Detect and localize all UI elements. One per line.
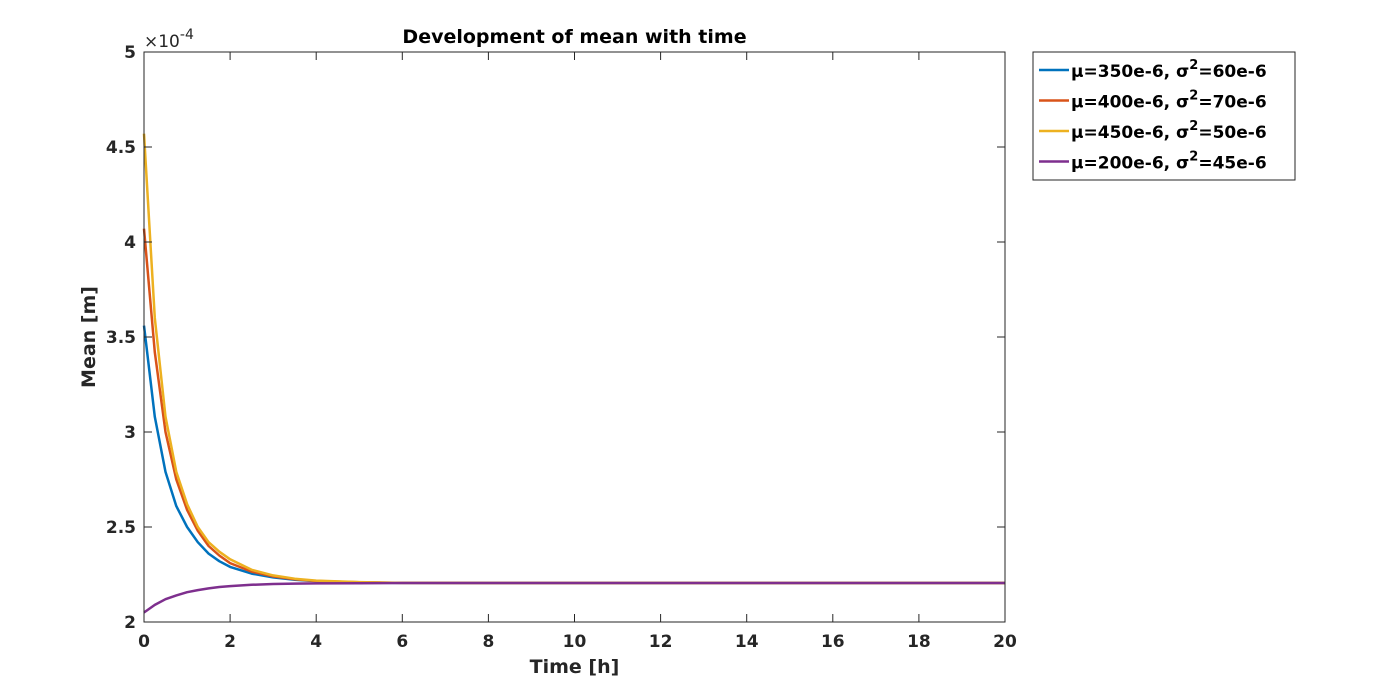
- legend-sigma-label: σ: [1176, 123, 1189, 143]
- plot-area: [144, 52, 1005, 622]
- legend-box: [1032, 51, 1296, 181]
- x-tick-label: 8: [482, 632, 494, 652]
- series-lines: [142, 133, 1005, 614]
- legend-entry-4: μ=200e-6, σ2=45e-6: [1071, 150, 1267, 174]
- x-tick-label: 14: [735, 632, 759, 652]
- legend-entry-1: μ=350e-6, σ2=60e-6: [1071, 58, 1267, 82]
- y-tick-label: 3.5: [106, 328, 136, 348]
- legend-mu-label: μ=450e-6,: [1071, 123, 1176, 143]
- y-tick-label: 5: [124, 43, 136, 63]
- series-line-4: [143, 581, 1005, 614]
- legend-sigma-power: 2: [1189, 89, 1198, 104]
- legend-entry-3: μ=450e-6, σ2=50e-6: [1071, 119, 1267, 143]
- legend-tail-label: =60e-6: [1198, 62, 1266, 82]
- legend-mu-label: μ=400e-6,: [1071, 93, 1176, 113]
- chart-title: Development of mean with time: [402, 26, 746, 48]
- x-tick-label: 6: [396, 632, 408, 652]
- y-axis-exponent: ×10-4: [144, 27, 194, 52]
- x-tick-label: 12: [649, 632, 673, 652]
- legend-sigma-power: 2: [1189, 150, 1198, 165]
- legend-entry-2: μ=400e-6, σ2=70e-6: [1071, 89, 1267, 113]
- legend-tail-label: =50e-6: [1198, 123, 1266, 143]
- x-tick-label: 16: [821, 632, 845, 652]
- legend-tail-label: =70e-6: [1198, 93, 1266, 113]
- legend-tail-label: =45e-6: [1198, 154, 1266, 174]
- legend-sigma-power: 2: [1189, 58, 1198, 73]
- legend-sigma-label: σ: [1176, 62, 1189, 82]
- x-tick-label: 10: [563, 632, 587, 652]
- legend-mu-label: μ=350e-6,: [1071, 62, 1176, 82]
- legend-sigma-label: σ: [1176, 93, 1189, 113]
- y-tick-label: 2.5: [106, 518, 136, 538]
- legend-sigma-power: 2: [1189, 119, 1198, 134]
- y-axis-label: Mean [m]: [78, 286, 100, 388]
- x-axis-label: Time [h]: [530, 656, 620, 678]
- x-tick-label: 18: [907, 632, 931, 652]
- legend-sigma-label: σ: [1176, 154, 1189, 174]
- x-tick-label: 20: [993, 632, 1017, 652]
- y-tick-label: 4.5: [106, 138, 136, 158]
- y-tick-label: 3: [124, 423, 136, 443]
- x-tick-label: 0: [138, 632, 150, 652]
- y-axis-exponent-base: ×10: [144, 32, 180, 52]
- legend: μ=350e-6, σ2=60e-6μ=400e-6, σ2=70e-6μ=45…: [1032, 51, 1296, 181]
- y-axis-exponent-power: -4: [180, 27, 194, 43]
- y-tick-label: 2: [124, 613, 136, 633]
- y-tick-label: 4: [124, 233, 136, 253]
- x-tick-label: 2: [224, 632, 236, 652]
- legend-mu-label: μ=200e-6,: [1071, 154, 1176, 174]
- x-tick-label: 4: [310, 632, 322, 652]
